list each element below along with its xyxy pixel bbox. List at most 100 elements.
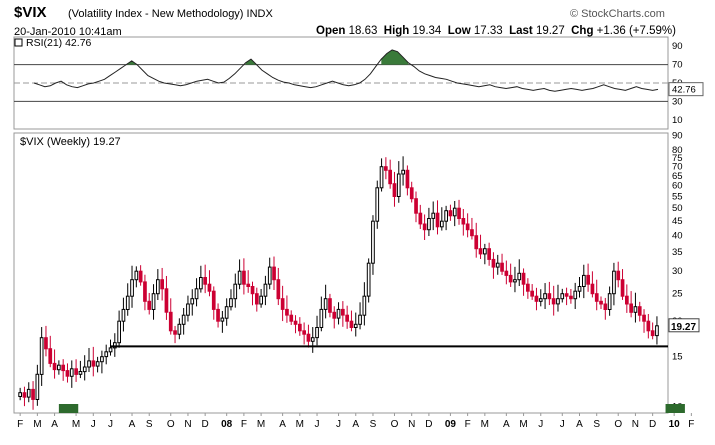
candle-body xyxy=(517,272,522,281)
last-label: Last xyxy=(509,25,533,37)
candle-body xyxy=(586,274,590,285)
x-tick-label: J xyxy=(108,419,113,430)
candle-body xyxy=(345,314,349,322)
x-tick-label: S xyxy=(146,419,153,430)
candle-body xyxy=(61,364,65,372)
x-tick-label: A xyxy=(279,419,286,430)
candle-body xyxy=(108,347,113,353)
candle-body xyxy=(164,288,169,313)
candle-body xyxy=(573,290,578,300)
candle-body xyxy=(194,288,199,300)
rsi-legend-label: RSI(21) 42.76 xyxy=(26,37,92,49)
candle-body xyxy=(508,274,513,283)
candle-body xyxy=(491,258,496,268)
price-tick-label: 50 xyxy=(672,203,683,214)
x-tick-label: D xyxy=(649,419,656,430)
x-tick-label: M xyxy=(519,419,527,430)
candle-body xyxy=(650,330,655,337)
x-tick-label: N xyxy=(632,419,639,430)
candle-body xyxy=(478,248,483,255)
range-marker xyxy=(58,404,79,413)
candle-body xyxy=(104,351,109,358)
candle-body xyxy=(431,212,436,219)
candle-body xyxy=(551,298,556,305)
x-tick-label: D xyxy=(425,419,432,430)
candle-body xyxy=(396,173,401,197)
candle-body xyxy=(130,279,134,297)
high-label: High xyxy=(383,25,410,37)
candle-body xyxy=(207,283,212,292)
candle-body xyxy=(224,306,229,319)
candle-body xyxy=(315,327,319,339)
candle-body xyxy=(543,293,547,300)
x-tick-label: J xyxy=(336,419,341,430)
x-tick-label: A xyxy=(51,419,58,430)
candle-body xyxy=(100,356,104,363)
candle-body xyxy=(125,295,130,311)
x-tick-label: N xyxy=(408,419,415,430)
candle-body xyxy=(495,262,500,268)
candle-body xyxy=(500,262,504,272)
x-tick-label: M xyxy=(72,419,80,430)
candle-body xyxy=(457,207,461,219)
x-tick-label: S xyxy=(370,419,377,430)
candle-body xyxy=(186,303,190,316)
x-tick-label: M xyxy=(296,419,304,430)
candle-body xyxy=(121,308,126,322)
candle-body xyxy=(138,270,143,283)
price-tick-label: 70 xyxy=(672,162,683,173)
candle-body xyxy=(190,298,195,305)
candle-body xyxy=(629,303,633,313)
low-label: Low xyxy=(447,25,471,37)
x-tick-label: F xyxy=(241,419,247,430)
price-tick-label: 35 xyxy=(672,247,683,258)
price-tick-label: 45 xyxy=(672,216,683,227)
candle-body xyxy=(156,279,160,295)
x-tick-label: O xyxy=(614,419,622,430)
price-legend-label: $VIX (Weekly) 19.27 xyxy=(20,136,121,148)
price-last-value-label: 19.27 xyxy=(671,322,696,333)
candle-body xyxy=(69,368,74,377)
rsi-overbought-fill xyxy=(126,60,138,65)
candle-body xyxy=(379,166,384,189)
rsi-overbought-fill xyxy=(245,59,257,65)
candle-body xyxy=(22,392,27,398)
price-panel: 10152025303540455055606570758090FMAMJJAS… xyxy=(13,131,700,430)
x-tick-label: J xyxy=(560,419,565,430)
candle-body xyxy=(401,169,405,175)
candle-body xyxy=(375,187,380,222)
candle-body xyxy=(353,323,358,328)
candle-body xyxy=(18,392,22,398)
candle-body xyxy=(530,290,534,297)
candle-body xyxy=(134,270,139,281)
candle-body xyxy=(538,298,543,302)
candle-body xyxy=(336,308,341,319)
candle-body xyxy=(483,248,487,255)
price-tick-label: 15 xyxy=(672,352,683,363)
x-tick-label: O xyxy=(391,419,399,430)
candle-body xyxy=(272,266,276,281)
candle-body xyxy=(487,248,491,260)
candle-body xyxy=(276,279,281,300)
price-frame xyxy=(13,132,669,414)
candle-body xyxy=(504,270,509,276)
candle-body xyxy=(52,362,57,371)
candle-body xyxy=(637,306,642,316)
range-marker xyxy=(665,404,685,413)
candle-body xyxy=(285,308,289,316)
candle-body xyxy=(422,223,427,231)
candle-body xyxy=(65,370,70,377)
candle-body xyxy=(435,212,440,228)
rsi-overbought-fill xyxy=(381,49,409,65)
candle-body xyxy=(384,166,388,171)
candle-body xyxy=(267,266,272,285)
candle-body xyxy=(328,298,332,313)
candle-body xyxy=(57,364,61,371)
date-time-label: 20-Jan-2010 10:41am xyxy=(14,26,122,38)
candle-body xyxy=(220,317,225,322)
candle-body xyxy=(113,342,117,349)
candle-body xyxy=(199,277,203,290)
candle-body xyxy=(590,283,595,295)
price-tick-label: 80 xyxy=(672,145,683,156)
